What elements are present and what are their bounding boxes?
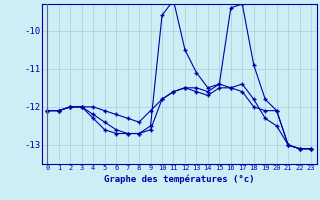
X-axis label: Graphe des températures (°c): Graphe des températures (°c) xyxy=(104,174,254,184)
